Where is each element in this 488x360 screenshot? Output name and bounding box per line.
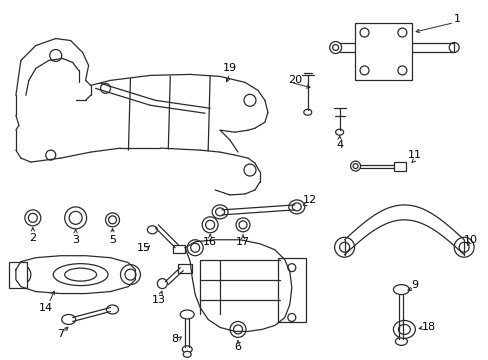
Text: 6: 6: [234, 342, 241, 352]
Bar: [277, 258, 305, 323]
Ellipse shape: [332, 45, 338, 50]
Bar: [354, 23, 411, 80]
Text: 13: 13: [151, 294, 165, 305]
Text: 20: 20: [287, 75, 301, 85]
Ellipse shape: [120, 265, 140, 285]
Ellipse shape: [205, 220, 214, 229]
Ellipse shape: [288, 200, 304, 214]
Ellipse shape: [244, 164, 255, 176]
Ellipse shape: [239, 221, 246, 229]
Ellipse shape: [187, 240, 203, 256]
Text: 2: 2: [29, 233, 36, 243]
Ellipse shape: [393, 285, 408, 294]
Ellipse shape: [359, 66, 368, 75]
Ellipse shape: [244, 94, 255, 106]
Ellipse shape: [147, 226, 157, 234]
Text: 3: 3: [72, 235, 79, 245]
Ellipse shape: [108, 216, 116, 224]
Ellipse shape: [236, 218, 249, 232]
Ellipse shape: [329, 41, 341, 54]
Text: 10: 10: [463, 235, 477, 245]
Text: 14: 14: [39, 302, 53, 312]
Ellipse shape: [215, 208, 224, 216]
Ellipse shape: [101, 84, 110, 93]
Ellipse shape: [334, 237, 354, 257]
Bar: [173, 245, 185, 253]
Text: 5: 5: [109, 235, 116, 245]
Text: 18: 18: [421, 323, 435, 332]
Ellipse shape: [397, 66, 406, 75]
Bar: [9, 262, 27, 288]
Ellipse shape: [395, 337, 407, 345]
Text: 9: 9: [410, 280, 417, 289]
Ellipse shape: [303, 109, 311, 115]
Ellipse shape: [287, 264, 295, 272]
Ellipse shape: [11, 265, 31, 285]
Ellipse shape: [105, 213, 119, 227]
Ellipse shape: [335, 129, 343, 135]
Text: 1: 1: [453, 14, 460, 24]
Ellipse shape: [229, 321, 245, 337]
Ellipse shape: [292, 203, 301, 211]
Text: 15: 15: [136, 243, 150, 253]
Ellipse shape: [180, 310, 194, 319]
Ellipse shape: [212, 205, 227, 219]
Ellipse shape: [458, 242, 468, 252]
Ellipse shape: [183, 351, 191, 357]
Bar: [394, 162, 406, 171]
Ellipse shape: [398, 324, 409, 334]
Ellipse shape: [25, 210, 41, 226]
Ellipse shape: [61, 315, 76, 324]
Ellipse shape: [28, 213, 37, 222]
Ellipse shape: [182, 346, 192, 353]
Text: 11: 11: [407, 150, 421, 160]
Text: 4: 4: [335, 140, 343, 150]
Ellipse shape: [359, 28, 368, 37]
Bar: [178, 264, 192, 273]
Ellipse shape: [15, 269, 26, 280]
Ellipse shape: [339, 242, 349, 252]
Ellipse shape: [53, 264, 108, 285]
Ellipse shape: [106, 305, 118, 314]
Ellipse shape: [393, 320, 414, 338]
Ellipse shape: [46, 150, 56, 160]
Ellipse shape: [233, 325, 242, 334]
Ellipse shape: [190, 243, 199, 252]
Ellipse shape: [125, 269, 136, 280]
Text: 19: 19: [223, 63, 237, 73]
Text: 17: 17: [236, 237, 249, 247]
Text: 8: 8: [171, 334, 179, 345]
Ellipse shape: [202, 217, 218, 233]
Ellipse shape: [453, 237, 473, 257]
Ellipse shape: [350, 161, 360, 171]
Ellipse shape: [287, 314, 295, 321]
Ellipse shape: [50, 50, 61, 62]
Ellipse shape: [64, 207, 86, 229]
Ellipse shape: [157, 279, 167, 289]
Text: 16: 16: [203, 237, 217, 247]
Ellipse shape: [69, 211, 82, 224]
Ellipse shape: [448, 42, 458, 53]
Text: 12: 12: [302, 195, 316, 205]
Ellipse shape: [352, 163, 357, 168]
Ellipse shape: [397, 28, 406, 37]
Ellipse shape: [64, 268, 96, 281]
Text: 7: 7: [57, 329, 64, 339]
